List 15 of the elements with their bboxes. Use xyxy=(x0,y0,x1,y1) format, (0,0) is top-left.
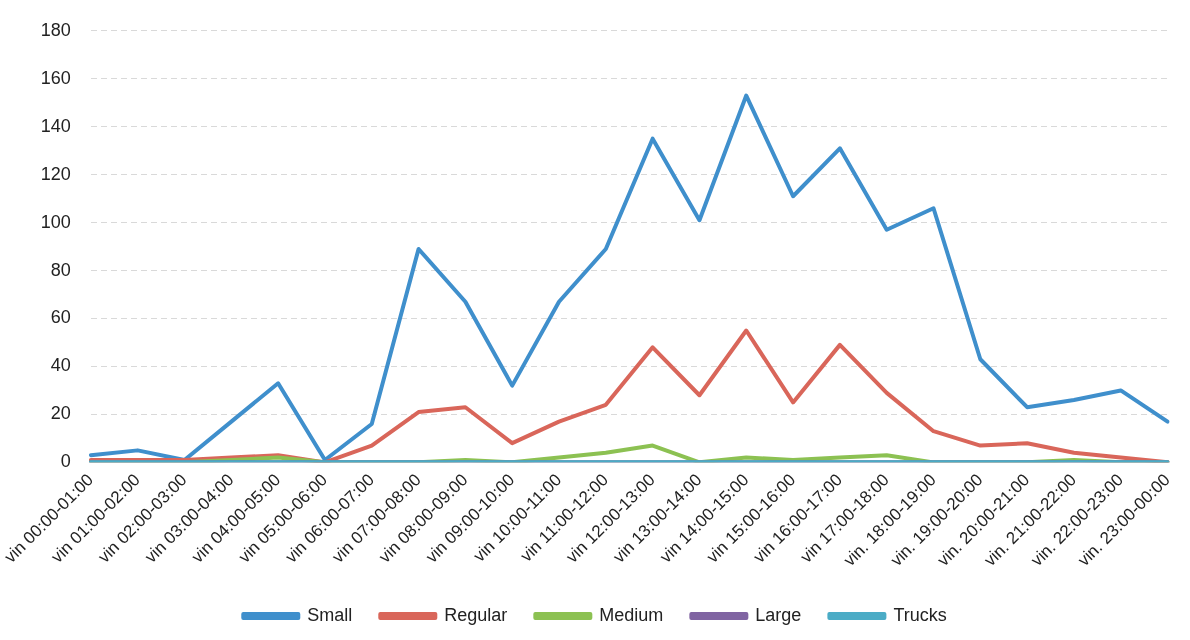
y-tick-label: 80 xyxy=(50,259,71,280)
legend-label: Regular xyxy=(444,604,508,625)
y-tick-label: 140 xyxy=(40,115,71,136)
legend-label: Medium xyxy=(599,604,664,625)
y-tick-label: 180 xyxy=(40,19,71,40)
y-tick-label: 100 xyxy=(40,211,71,232)
legend-label: Trucks xyxy=(893,604,947,625)
legend-label: Small xyxy=(307,604,353,625)
y-tick-label: 60 xyxy=(50,307,71,328)
y-tick-label: 0 xyxy=(60,451,71,472)
y-tick-label: 120 xyxy=(40,163,71,184)
legend-label: Large xyxy=(755,604,802,625)
y-tick-label: 160 xyxy=(40,67,71,88)
y-tick-label: 40 xyxy=(50,355,71,376)
y-tick-label: 20 xyxy=(50,403,71,424)
